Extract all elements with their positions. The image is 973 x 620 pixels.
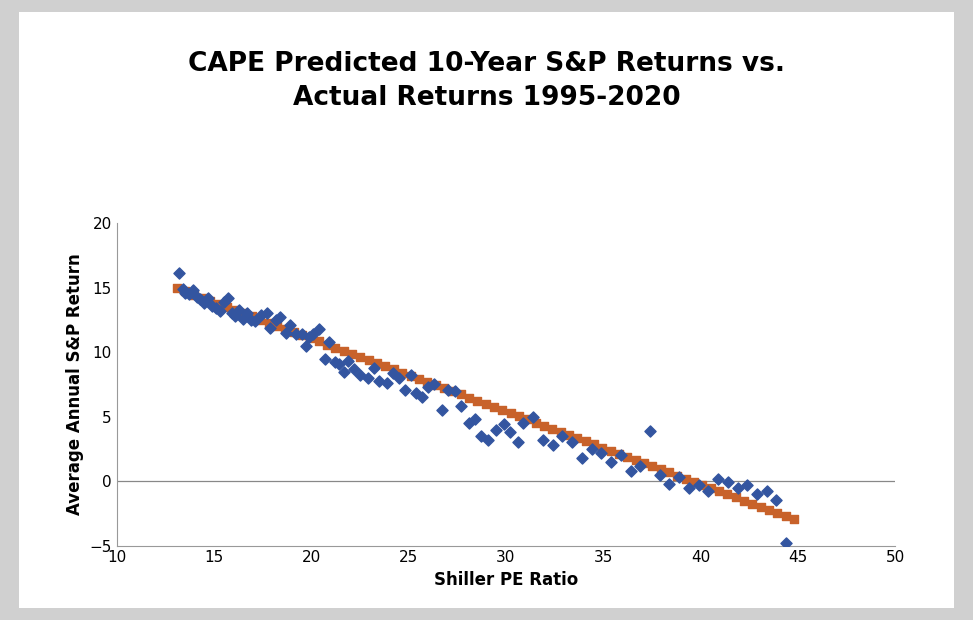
- Predicted: [319, 340, 335, 350]
- Predicted: [753, 502, 769, 512]
- Actual: [759, 487, 775, 497]
- Predicted: [277, 324, 293, 334]
- Predicted: [636, 458, 652, 468]
- Actual: [403, 370, 418, 380]
- Predicted: [169, 283, 185, 293]
- Predicted: [295, 330, 310, 340]
- Predicted: [561, 430, 577, 440]
- Actual: [778, 538, 794, 548]
- Actual: [525, 412, 541, 422]
- Actual: [177, 288, 193, 298]
- Predicted: [419, 377, 435, 387]
- Predicted: [611, 449, 627, 459]
- Actual: [327, 358, 342, 368]
- Predicted: [644, 461, 660, 471]
- Actual: [632, 461, 648, 471]
- Actual: [453, 401, 469, 411]
- Predicted: [761, 505, 776, 515]
- Actual: [189, 292, 204, 302]
- Actual: [317, 353, 333, 363]
- Actual: [481, 435, 496, 445]
- Actual: [224, 309, 239, 319]
- Actual: [282, 320, 298, 330]
- Actual: [360, 373, 376, 383]
- Predicted: [336, 346, 351, 356]
- Actual: [228, 311, 243, 321]
- Predicted: [469, 396, 485, 405]
- Actual: [564, 438, 580, 448]
- Actual: [216, 297, 232, 307]
- X-axis label: Shiller PE Ratio: Shiller PE Ratio: [434, 571, 578, 589]
- Actual: [730, 482, 745, 492]
- Predicted: [628, 455, 643, 465]
- Actual: [175, 284, 191, 294]
- Actual: [461, 418, 477, 428]
- Predicted: [445, 386, 460, 396]
- Predicted: [370, 358, 385, 368]
- Actual: [473, 431, 488, 441]
- Actual: [671, 472, 687, 482]
- Predicted: [578, 436, 594, 446]
- Predicted: [786, 515, 802, 525]
- Actual: [555, 431, 570, 441]
- Actual: [414, 392, 430, 402]
- Predicted: [386, 365, 402, 374]
- Predicted: [411, 374, 426, 384]
- Actual: [691, 480, 706, 490]
- Actual: [321, 337, 337, 347]
- Actual: [181, 289, 197, 299]
- Actual: [220, 293, 235, 303]
- Actual: [769, 495, 784, 505]
- Predicted: [770, 508, 785, 518]
- Actual: [623, 466, 638, 476]
- Predicted: [569, 433, 585, 443]
- Actual: [467, 414, 483, 424]
- Predicted: [236, 308, 252, 318]
- Predicted: [219, 302, 234, 312]
- Predicted: [303, 334, 318, 343]
- Predicted: [686, 477, 702, 487]
- Predicted: [428, 380, 444, 390]
- Actual: [516, 418, 531, 428]
- Actual: [294, 329, 309, 339]
- Actual: [232, 304, 247, 314]
- Predicted: [545, 424, 560, 434]
- Predicted: [511, 411, 526, 421]
- Actual: [603, 457, 619, 467]
- Actual: [642, 426, 658, 436]
- Predicted: [178, 286, 194, 296]
- Actual: [212, 306, 228, 316]
- Actual: [263, 322, 278, 332]
- Actual: [302, 332, 317, 342]
- Predicted: [344, 349, 360, 359]
- Actual: [269, 315, 284, 325]
- Actual: [235, 314, 251, 324]
- Predicted: [536, 421, 552, 431]
- Predicted: [661, 467, 676, 477]
- Predicted: [669, 471, 685, 480]
- Actual: [613, 450, 629, 460]
- Predicted: [719, 489, 735, 499]
- Actual: [594, 448, 609, 458]
- Predicted: [394, 368, 410, 378]
- Actual: [278, 328, 294, 338]
- Predicted: [253, 314, 269, 324]
- Predicted: [711, 486, 727, 496]
- Actual: [208, 303, 224, 313]
- Predicted: [486, 402, 502, 412]
- Actual: [366, 363, 381, 373]
- Predicted: [478, 399, 493, 409]
- Predicted: [678, 474, 694, 484]
- Actual: [337, 366, 352, 376]
- Actual: [448, 386, 463, 396]
- Actual: [171, 268, 187, 278]
- Predicted: [520, 415, 535, 425]
- Actual: [720, 477, 736, 487]
- Predicted: [527, 418, 543, 428]
- Predicted: [228, 305, 243, 315]
- Actual: [739, 480, 755, 490]
- Predicted: [503, 408, 519, 418]
- Actual: [397, 384, 413, 394]
- Predicted: [494, 405, 510, 415]
